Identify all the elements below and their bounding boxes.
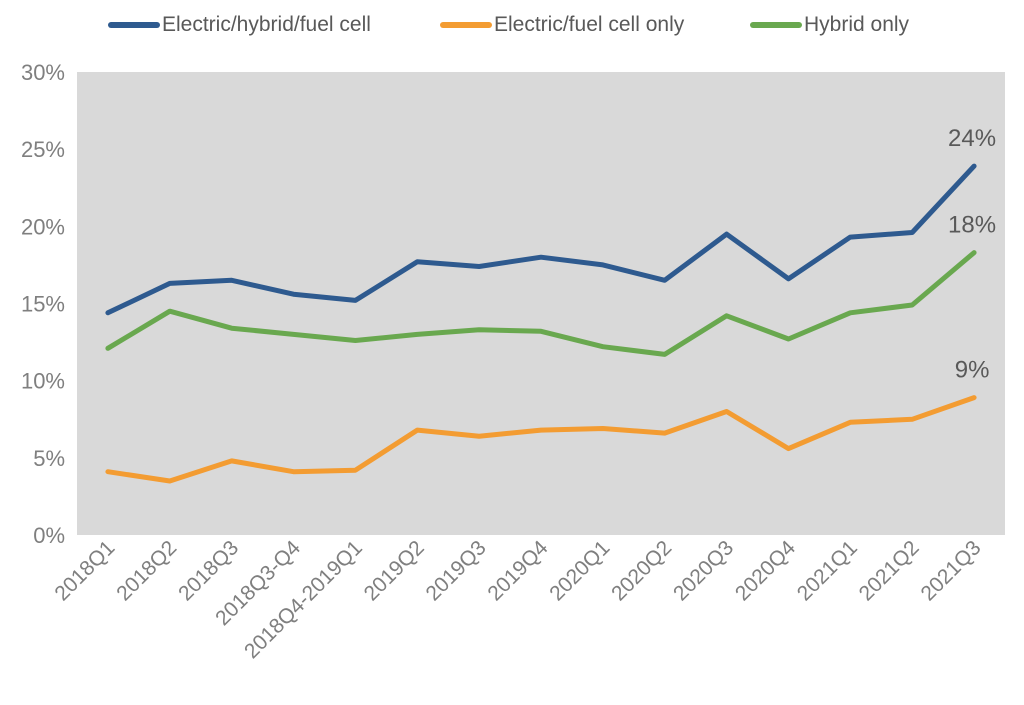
x-tick-label: 2020Q3: [669, 536, 738, 605]
data-label-electric-fuel-cell-only: 9%: [955, 357, 990, 384]
y-tick-label: 30%: [21, 60, 65, 85]
series-line-electric-hybrid-fuel-cell: [105, 163, 977, 316]
legend-swatch-electric-hybrid-fuel-cell: [108, 22, 160, 28]
data-label-hybrid-only: 18%: [948, 212, 996, 239]
x-tick-label: 2020Q4: [731, 536, 800, 605]
x-tick-label: 2018Q4-2019Q1: [240, 536, 367, 663]
y-tick-label: 5%: [33, 446, 65, 471]
y-tick-label: 20%: [21, 214, 65, 239]
x-tick-label: 2019Q2: [360, 536, 429, 605]
x-tick-label: 2021Q2: [855, 536, 924, 605]
legend-swatch-hybrid-only: [750, 22, 802, 28]
y-tick-label: 15%: [21, 292, 65, 317]
legend-item-hybrid-only: Hybrid only: [750, 10, 909, 40]
y-tick-label: 0%: [33, 523, 65, 548]
data-label-electric-hybrid-fuel-cell: 24%: [948, 125, 996, 152]
legend-item-electric-fuel-cell-only: Electric/fuel cell only: [440, 10, 684, 40]
legend-label-electric-fuel-cell-only: Electric/fuel cell only: [494, 13, 685, 36]
x-tick-label: 2019Q3: [422, 536, 491, 605]
legend: Electric/hybrid/fuel cell Electric/fuel …: [0, 10, 1024, 40]
x-tick-label: 2019Q4: [483, 536, 552, 605]
legend-label-hybrid-only: Hybrid only: [804, 13, 910, 36]
x-tick-label: 2021Q1: [793, 536, 862, 605]
legend-label-electric-hybrid-fuel-cell: Electric/hybrid/fuel cell: [162, 13, 371, 36]
legend-item-electric-hybrid-fuel-cell: Electric/hybrid/fuel cell: [108, 10, 371, 40]
x-tick-label: 2021Q3: [916, 536, 985, 605]
x-tick-label: 2018Q2: [112, 536, 181, 605]
x-tick-label: 2020Q1: [545, 536, 614, 605]
x-tick-label: 2020Q2: [607, 536, 676, 605]
y-tick-label: 10%: [21, 369, 65, 394]
plot-area: [77, 72, 1005, 535]
legend-swatch-electric-fuel-cell-only: [440, 22, 492, 28]
y-tick-label: 25%: [21, 137, 65, 162]
series-line-electric-fuel-cell-only: [105, 395, 977, 484]
series-line-hybrid-only: [105, 250, 977, 357]
